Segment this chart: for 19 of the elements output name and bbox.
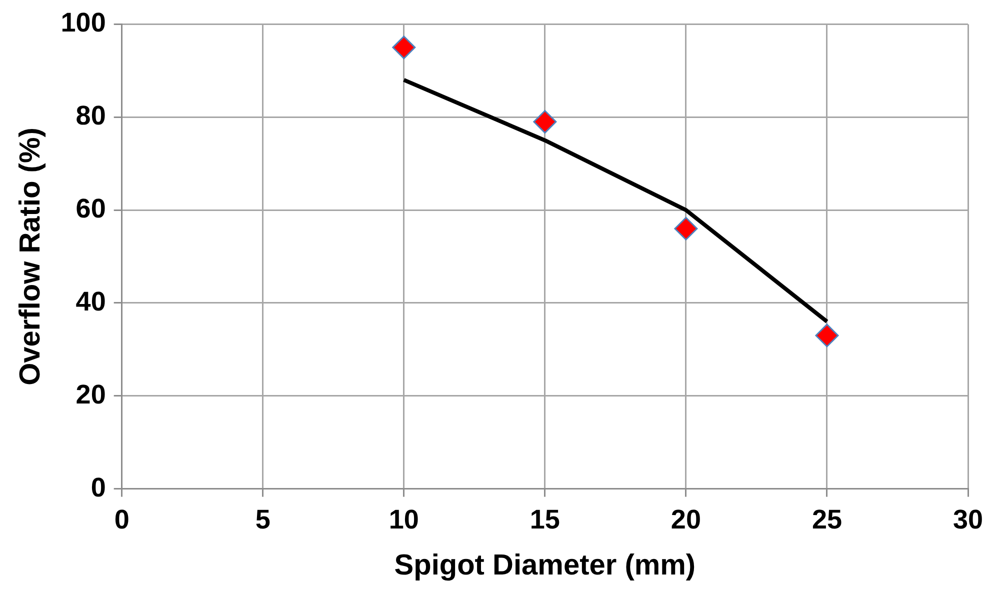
x-axis-title: Spigot Diameter (mm) <box>394 550 696 582</box>
point <box>392 36 416 60</box>
x-tick-label: 30 <box>952 504 984 534</box>
x-tick-label: 5 <box>255 504 270 534</box>
y-axis-title: Overflow Ratio (%) <box>14 128 46 386</box>
y-tick-label: 0 <box>90 472 106 502</box>
x-tick-label: 0 <box>114 504 130 534</box>
point <box>533 110 557 134</box>
point <box>815 324 839 348</box>
x-tick-label: 25 <box>812 504 842 534</box>
y-tick-label: 100 <box>60 8 106 38</box>
x-tick-label: 10 <box>388 504 419 534</box>
y-tick-label: 60 <box>76 193 106 224</box>
x-tick-label: 20 <box>670 504 701 534</box>
point <box>674 216 698 240</box>
y-tick-label: 40 <box>76 286 106 316</box>
y-tick-label: 80 <box>76 100 106 131</box>
x-tick-label: 15 <box>530 504 560 534</box>
y-tick-label: 20 <box>76 379 106 410</box>
